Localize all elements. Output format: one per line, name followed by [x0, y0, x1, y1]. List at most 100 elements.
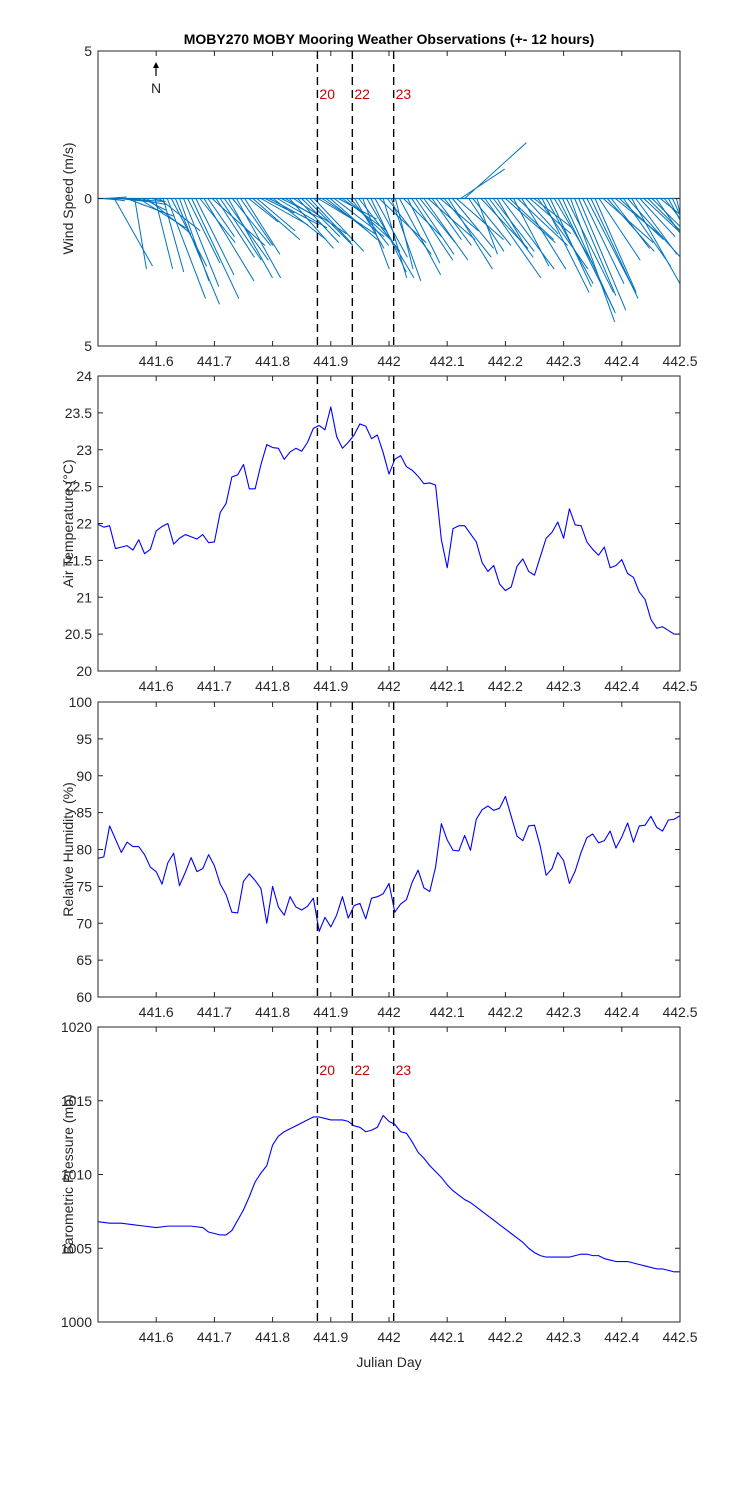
series-line — [98, 795, 680, 932]
x-tick-label: 441.6 — [139, 678, 174, 694]
wind-vector — [655, 198, 680, 234]
plot-area — [98, 702, 680, 997]
event-label: 22 — [354, 86, 370, 102]
y-tick-label: 1005 — [61, 1240, 92, 1256]
wind-vector — [399, 198, 442, 276]
event-label: 20 — [319, 1062, 335, 1078]
x-tick-label: 442.4 — [604, 678, 639, 694]
wind-vector — [227, 198, 273, 279]
wind-vector — [301, 198, 341, 238]
x-tick-label: 442.1 — [430, 353, 465, 369]
wind-vector — [256, 198, 296, 232]
wind-vector — [244, 198, 281, 255]
wind-vector — [606, 198, 655, 252]
y-tick-label: 95 — [76, 731, 92, 747]
wind-vector — [505, 198, 556, 243]
x-axis-label: Julian Day — [356, 1354, 421, 1370]
wind-vector — [631, 198, 680, 285]
wind-vector — [541, 198, 590, 293]
y-tick-label: 85 — [76, 805, 92, 821]
wind-vector — [162, 198, 185, 273]
y-tick-label: 0 — [84, 191, 92, 207]
wind-vector — [223, 198, 269, 261]
wind-vector — [476, 198, 498, 255]
y-axis-label: Air Temperature (°C) — [60, 459, 76, 587]
wind-vector — [313, 198, 365, 252]
y-tick-label: 1020 — [61, 1019, 92, 1035]
wind-vector — [452, 198, 494, 249]
wind-vector — [122, 198, 164, 202]
wind-vector — [289, 198, 334, 249]
x-tick-label: 441.9 — [313, 1004, 348, 1020]
x-tick-label: 442.2 — [488, 353, 523, 369]
x-tick-label: 442 — [377, 678, 401, 694]
x-tick-label: 442.3 — [546, 1329, 581, 1345]
y-axis-label: Barometric Pressure (mb) — [60, 1094, 76, 1254]
y-axis-label: Wind Speed (m/s) — [60, 142, 76, 254]
y-tick-label: 5 — [84, 338, 92, 354]
wind-vector — [187, 198, 221, 264]
event-label: 20 — [319, 86, 335, 102]
x-tick-label: 441.8 — [255, 1004, 290, 1020]
wind-vector — [513, 198, 550, 267]
wind-vector — [635, 198, 678, 255]
wind-vector — [285, 198, 316, 217]
x-tick-label: 441.8 — [255, 678, 290, 694]
x-tick-label: 442.5 — [662, 353, 697, 369]
y-tick-label: 65 — [76, 952, 92, 968]
wind-vector — [517, 198, 568, 246]
wind-vector — [574, 198, 617, 296]
y-tick-label: 24 — [76, 368, 92, 384]
wind-vector — [643, 198, 680, 234]
wind-vector — [615, 198, 663, 238]
wind-vector — [460, 168, 505, 199]
wind-vector — [191, 198, 240, 299]
y-tick-label: 5 — [84, 43, 92, 59]
y-tick-label: 22.5 — [65, 479, 92, 495]
wind-vector — [598, 198, 641, 261]
x-tick-label: 442.3 — [546, 1004, 581, 1020]
x-tick-label: 442.1 — [430, 1004, 465, 1020]
x-tick-label: 441.6 — [139, 1004, 174, 1020]
wind-vector — [533, 198, 573, 229]
data-group — [98, 1114, 680, 1273]
wind-vector — [553, 198, 593, 264]
wind-vector — [619, 198, 664, 241]
wind-vector — [219, 198, 262, 261]
wind-vector — [305, 198, 354, 246]
y-tick-label: 21 — [76, 589, 92, 605]
x-tick-label: 441.9 — [313, 1329, 348, 1345]
wind-vector — [382, 198, 408, 279]
x-tick-label: 441.7 — [197, 353, 232, 369]
wind-vector — [447, 198, 493, 270]
wind-vector — [443, 198, 492, 258]
y-axis-label: Relative Humidity (%) — [60, 782, 76, 917]
wind-vector — [370, 198, 407, 273]
wind-vector — [183, 198, 220, 287]
y-tick-label: 1000 — [61, 1314, 92, 1330]
figure-title: MOBY270 MOBY Mooring Weather Observation… — [184, 31, 595, 47]
wind-vector — [525, 198, 559, 235]
wind-vector — [350, 198, 390, 246]
wind-vector — [362, 198, 390, 270]
wind-vector — [456, 198, 504, 241]
wind-vector — [166, 198, 206, 299]
wind-vector — [586, 198, 635, 290]
x-tick-label: 441.8 — [255, 1329, 290, 1345]
x-tick-label: 441.7 — [197, 1004, 232, 1020]
wind-vector — [623, 198, 671, 267]
barometric-pressure-panel: 20 22 23 441.6 441.7 441.8 441.9 442 442.1 442.2 4… — [60, 1019, 698, 1345]
wind-vector — [431, 198, 462, 240]
wind-vector — [252, 198, 301, 241]
wind-vector — [174, 198, 220, 305]
series-line — [98, 406, 680, 635]
wind-vector — [549, 198, 592, 287]
plot-area — [98, 1027, 680, 1322]
data-group — [98, 795, 680, 932]
relative-humidity-panel: 441.6 441.7 441.8 441.9 442 442.1 442.2 442.3 44… — [60, 694, 698, 1020]
wind-vector — [374, 198, 408, 258]
x-tick-label: 442.5 — [662, 1329, 697, 1345]
x-tick-label: 442.3 — [546, 353, 581, 369]
wind-vector — [590, 198, 639, 299]
